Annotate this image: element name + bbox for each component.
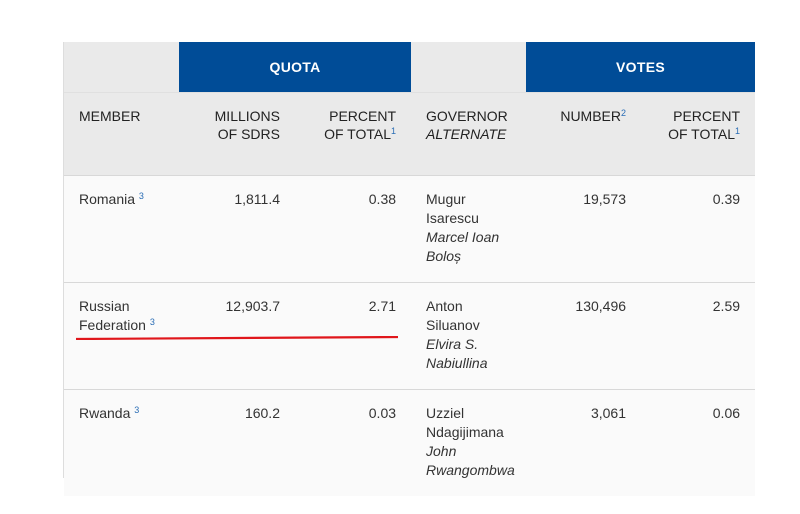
votes-percent-header-line1: PERCENT <box>673 108 741 124</box>
quota-percent-cell: 0.03 <box>295 389 412 496</box>
number-header-label: NUMBER <box>560 108 621 124</box>
footnote-3-link[interactable]: 3 <box>149 317 155 327</box>
quota-millions-cell: 12,903.7 <box>179 282 295 390</box>
group-empty-cell <box>411 42 527 93</box>
governor-cell: Anton Siluanov Elvira S. Nabiullina <box>411 282 527 390</box>
member-cell: Russian Federation 3 <box>64 282 179 390</box>
quota-percent-header: PERCENT OF TOTAL1 <box>295 92 412 176</box>
votes-number-cell: 3,061 <box>526 389 642 496</box>
alternate-name: Elvira S. Nabiullina <box>426 336 488 371</box>
quota-group-header: QUOTA <box>179 42 412 93</box>
footnote-1-link[interactable]: 1 <box>391 126 397 136</box>
quota-millions-cell: 160.2 <box>179 389 295 496</box>
table-row: Romania 3 1,811.4 0.38 Mugur Isarescu Ma… <box>64 175 756 283</box>
votes-group-header: VOTES <box>526 42 756 93</box>
governor-name: Anton Siluanov <box>426 298 480 333</box>
votes-percent-header-line2: OF TOTAL <box>668 126 735 142</box>
governor-header-label: GOVERNOR <box>426 108 508 124</box>
imf-members-table: QUOTA VOTES MEMBER MILLIONS OF SDRS PERC… <box>63 42 756 496</box>
member-column-header: MEMBER <box>64 92 179 176</box>
millions-header-line1: MILLIONS <box>214 108 280 124</box>
member-name: Russian Federation <box>79 298 146 333</box>
votes-number-cell: 19,573 <box>526 175 642 283</box>
alternate-name: John Rwangombwa <box>426 443 515 478</box>
footnote-3-link[interactable]: 3 <box>134 405 140 415</box>
group-header-row: QUOTA VOTES <box>64 42 756 93</box>
footnote-1-link[interactable]: 1 <box>735 126 741 136</box>
alternate-header-label: ALTERNATE <box>426 126 507 142</box>
member-name: Romania <box>79 191 136 207</box>
governor-column-header: GOVERNOR ALTERNATE <box>411 92 527 176</box>
footnote-2-link[interactable]: 2 <box>621 108 627 118</box>
quota-millions-cell: 1,811.4 <box>179 175 295 283</box>
governor-cell: Uzziel Ndagijimana John Rwangombwa <box>411 389 527 496</box>
footnote-3-link[interactable]: 3 <box>138 191 144 201</box>
red-underline-annotation <box>76 336 398 340</box>
votes-number-header: NUMBER2 <box>526 92 642 176</box>
table-row: Rwanda 3 160.2 0.03 Uzziel Ndagijimana J… <box>64 389 756 496</box>
votes-number-cell: 130,496 <box>526 282 642 390</box>
member-cell: Rwanda 3 <box>64 389 179 496</box>
governor-cell: Mugur Isarescu Marcel Ioan Boloș <box>411 175 527 283</box>
votes-percent-cell: 0.39 <box>641 175 756 283</box>
member-cell: Romania 3 <box>64 175 179 283</box>
votes-percent-cell: 2.59 <box>641 282 756 390</box>
quota-percent-cell: 0.38 <box>295 175 412 283</box>
governor-name: Uzziel Ndagijimana <box>426 405 504 440</box>
group-empty-cell <box>64 42 179 93</box>
percent-header-line2: OF TOTAL <box>324 126 391 142</box>
column-header-row: MEMBER MILLIONS OF SDRS PERCENT OF TOTAL… <box>64 92 756 176</box>
red-underline-stroke <box>76 336 398 340</box>
millions-header-line2: OF SDRS <box>217 126 280 142</box>
member-header-label: MEMBER <box>79 108 141 124</box>
governor-name: Mugur Isarescu <box>426 191 479 226</box>
votes-percent-header: PERCENT OF TOTAL1 <box>641 92 756 176</box>
percent-header-line1: PERCENT <box>329 108 397 124</box>
members-table: QUOTA VOTES MEMBER MILLIONS OF SDRS PERC… <box>64 42 756 496</box>
alternate-name: Marcel Ioan Boloș <box>426 229 500 264</box>
votes-percent-cell: 0.06 <box>641 389 756 496</box>
member-name: Rwanda <box>79 405 131 421</box>
quota-millions-header: MILLIONS OF SDRS <box>179 92 295 176</box>
